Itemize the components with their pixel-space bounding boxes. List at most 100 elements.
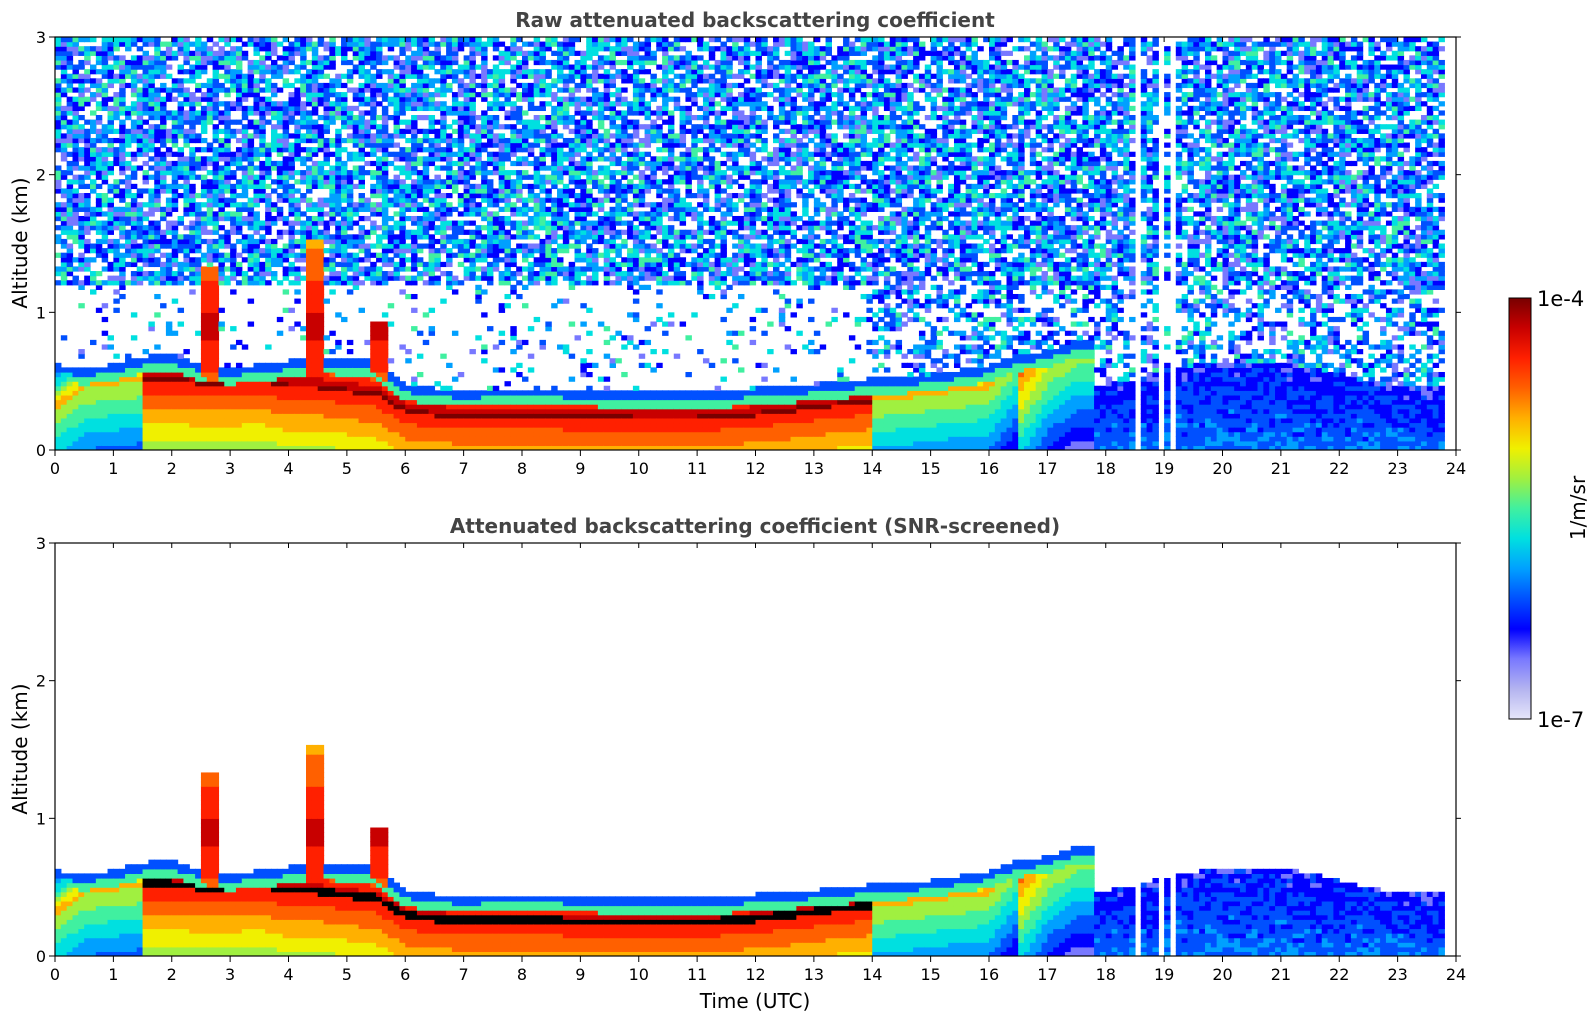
heatmap-cell [329, 280, 336, 286]
heatmap-cell [323, 105, 330, 112]
heatmap-cell [101, 147, 109, 153]
heatmap-cell [498, 170, 506, 176]
heatmap-cell [241, 440, 249, 447]
heatmap-cell [381, 151, 389, 157]
heatmap-cell [387, 160, 395, 167]
heatmap-cell [451, 289, 459, 295]
heatmap-cell [154, 408, 161, 414]
heatmap-cell [481, 445, 488, 450]
heatmap-cell [335, 96, 342, 102]
heatmap-cell [306, 330, 313, 336]
heatmap-cell [381, 37, 389, 43]
heatmap-cell [422, 422, 430, 428]
heatmap-cell [498, 179, 506, 185]
heatmap-cell [504, 440, 511, 447]
heatmap-cell [352, 266, 360, 272]
heatmap-cell [148, 193, 155, 199]
heatmap-cell [358, 376, 365, 382]
heatmap-cell [230, 37, 237, 43]
heatmap-cell [154, 238, 161, 245]
heatmap-cell [335, 390, 342, 396]
heatmap-cell [381, 133, 389, 139]
heatmap-cell [428, 394, 436, 401]
heatmap-cell [200, 284, 208, 290]
heatmap-cell [125, 115, 132, 121]
heatmap-cell [60, 137, 68, 144]
heatmap-cell [498, 59, 506, 66]
heatmap-cell [323, 229, 330, 235]
heatmap-cell [276, 417, 284, 424]
heatmap-cell [306, 321, 313, 327]
heatmap-cell [165, 46, 173, 52]
heatmap-cell [346, 170, 354, 176]
heatmap-cell [230, 87, 237, 93]
heatmap-cell [253, 69, 260, 75]
heatmap-cell [276, 41, 284, 47]
heatmap-cell [200, 293, 208, 300]
heatmap-cell [195, 73, 202, 79]
heatmap-cell [376, 390, 383, 396]
heatmap-cell [522, 436, 529, 442]
heatmap-cell [510, 160, 517, 167]
heatmap-cell [95, 440, 103, 447]
heatmap-cell [78, 243, 85, 249]
heatmap-cell [294, 37, 301, 43]
heatmap-cell [230, 202, 237, 208]
heatmap-cell [171, 82, 179, 89]
heatmap-cell [119, 128, 126, 134]
heatmap-cell [457, 179, 465, 185]
heatmap-cell [119, 367, 126, 373]
heatmap-cell [463, 431, 471, 437]
heatmap-cell [329, 87, 336, 93]
heatmap-cell [498, 275, 506, 281]
heatmap-cell [475, 156, 482, 162]
heatmap-cell [200, 59, 208, 66]
heatmap-cell [189, 422, 196, 428]
heatmap-cell [323, 142, 330, 148]
heatmap-cell [376, 225, 383, 231]
heatmap-cell [212, 101, 220, 107]
heatmap-cell [84, 215, 91, 222]
heatmap-cell [218, 87, 225, 93]
heatmap-cell [212, 124, 220, 130]
heatmap-cell [492, 78, 500, 84]
heatmap-cell [451, 170, 459, 176]
heatmap-cell [218, 183, 225, 190]
heatmap-cell [95, 422, 103, 428]
heatmap-cell [306, 243, 313, 249]
heatmap-cell [317, 376, 325, 382]
heatmap-cell [171, 202, 179, 208]
heatmap-cell [212, 243, 220, 249]
heatmap-cell [288, 197, 295, 203]
heatmap-cell [434, 417, 441, 424]
heatmap-cell [270, 179, 278, 185]
heatmap-cell [335, 142, 342, 148]
heatmap-cell [399, 431, 406, 437]
heatmap-cell [335, 46, 342, 52]
heatmap-cell [119, 92, 126, 98]
heatmap-cell [486, 413, 494, 419]
heatmap-cell [165, 422, 173, 428]
heatmap-cell [481, 427, 488, 433]
heatmap-cell [306, 445, 313, 450]
heatmap-cell [335, 193, 342, 199]
heatmap-cell [183, 261, 190, 268]
heatmap-cell [457, 413, 465, 419]
heatmap-cell [463, 417, 471, 424]
heatmap-cell [440, 64, 447, 70]
heatmap-cell [212, 50, 220, 56]
heatmap-cell [200, 225, 208, 231]
heatmap-cell [154, 431, 161, 437]
heatmap-cell [160, 105, 167, 112]
heatmap-cell [247, 41, 255, 47]
heatmap-cell [329, 170, 336, 176]
heatmap-cell [341, 225, 348, 231]
heatmap-cell [55, 142, 62, 148]
heatmap-cell [335, 371, 342, 378]
heatmap-cell [341, 408, 348, 414]
heatmap-cell [381, 367, 389, 373]
heatmap-cell [323, 119, 330, 125]
heatmap-cell [265, 440, 272, 447]
heatmap-cell [160, 371, 167, 378]
heatmap-cell [405, 417, 412, 424]
